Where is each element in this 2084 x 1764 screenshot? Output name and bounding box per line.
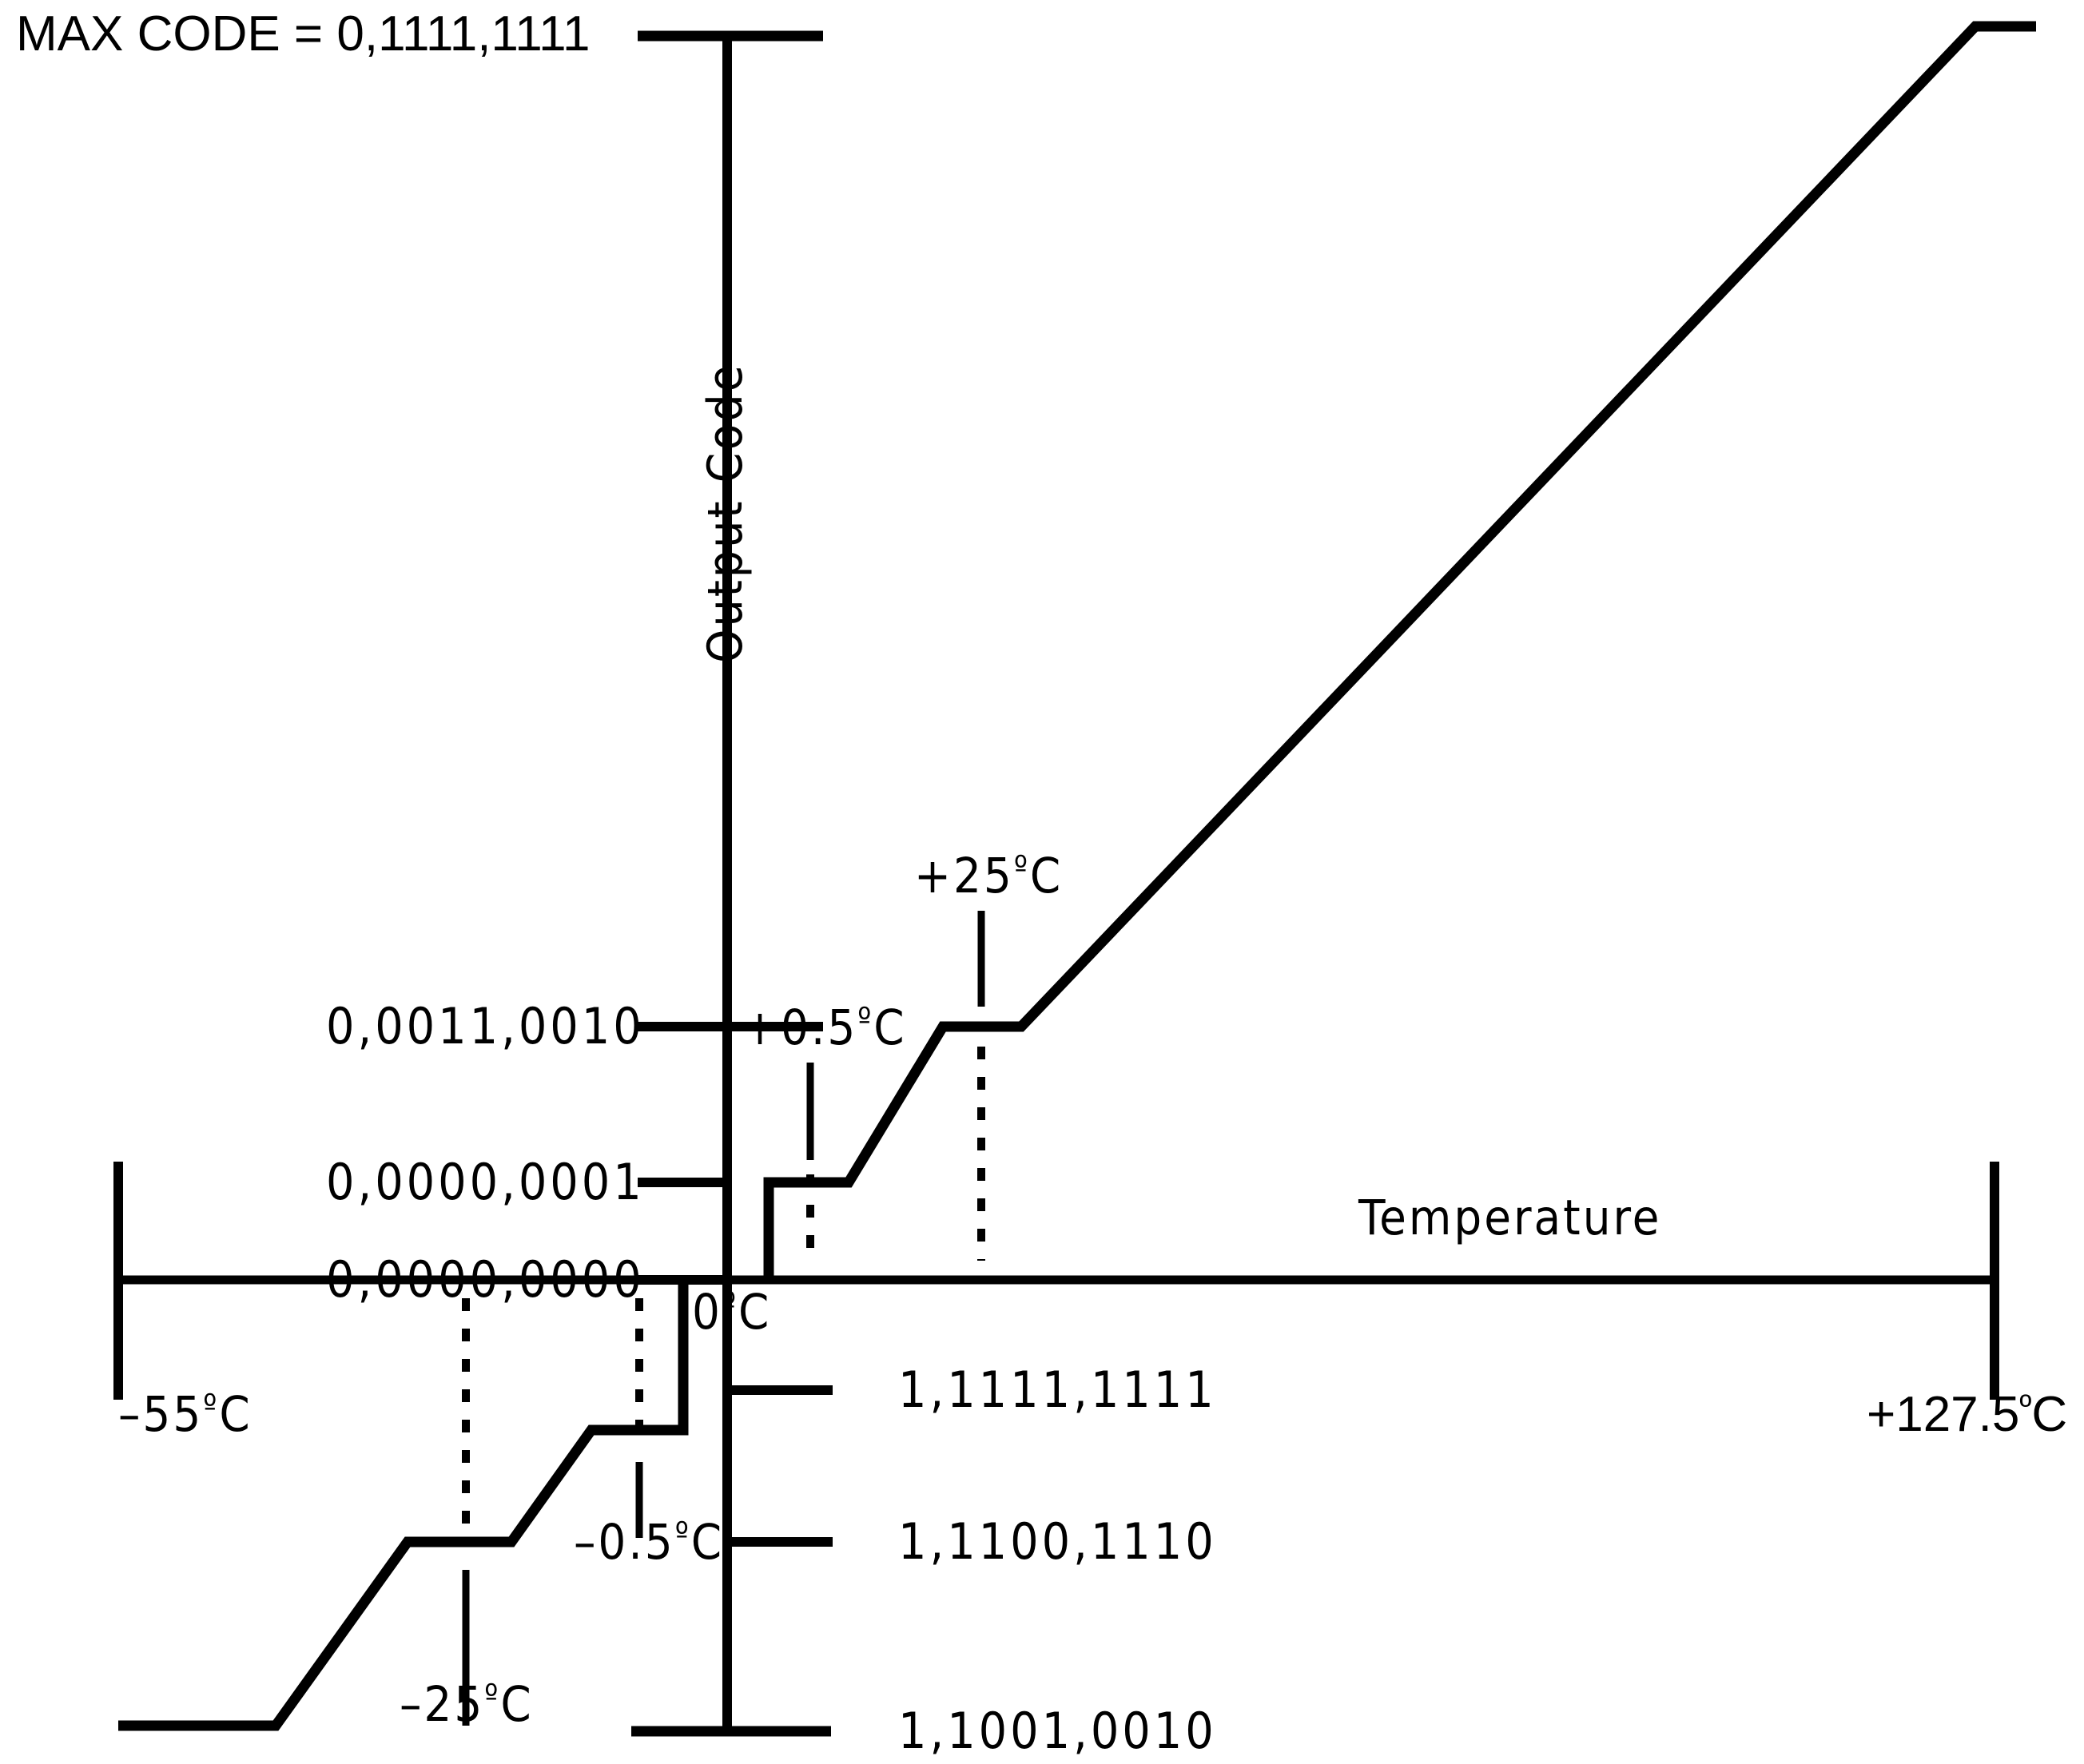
temp-label-minus-0p5c: –0.5ºC xyxy=(574,1514,725,1571)
curve-positive-branch xyxy=(763,21,2036,1280)
curve-negative-branch xyxy=(118,1280,689,1731)
temp-label-plus-25c: +25ºC xyxy=(914,848,1064,904)
code-label-1-1001-0010: 1,1001,0010 xyxy=(898,1702,1217,1760)
temp-label-plus-0p5c: +0.5ºC xyxy=(742,999,907,1056)
temp-label-minus-55c: –55ºC xyxy=(118,1386,253,1443)
code-label-0-0000-0001: 0,0000,0001 xyxy=(326,1153,645,1211)
callout-leader-lines xyxy=(462,911,985,1726)
temp-label-plus-127p5c: +127.5ºC xyxy=(1867,1387,2068,1443)
y-axis-title: Output Code xyxy=(698,363,754,663)
temp-label-origin-0c: 0ºC xyxy=(692,1284,772,1341)
dotted-projection-lines xyxy=(462,1047,985,1542)
code-label-0-0011-0010: 0,0011,0010 xyxy=(326,997,645,1055)
code-label-1-1111-1111: 1,1111,1111 xyxy=(898,1361,1217,1419)
max-code-label: MAX CODE = 0,1111,1111 xyxy=(16,6,591,62)
x-axis-group xyxy=(113,1162,1999,1400)
transfer-curve xyxy=(118,21,2036,1731)
temp-label-minus-25c: –25ºC xyxy=(400,1676,534,1733)
x-axis-title: Temperature xyxy=(1358,1190,1662,1246)
y-axis-group xyxy=(631,30,833,1737)
code-label-0-0000-0000: 0,0000,0000 xyxy=(326,1250,645,1309)
code-label-1-1100-1110: 1,1100,1110 xyxy=(898,1512,1217,1571)
